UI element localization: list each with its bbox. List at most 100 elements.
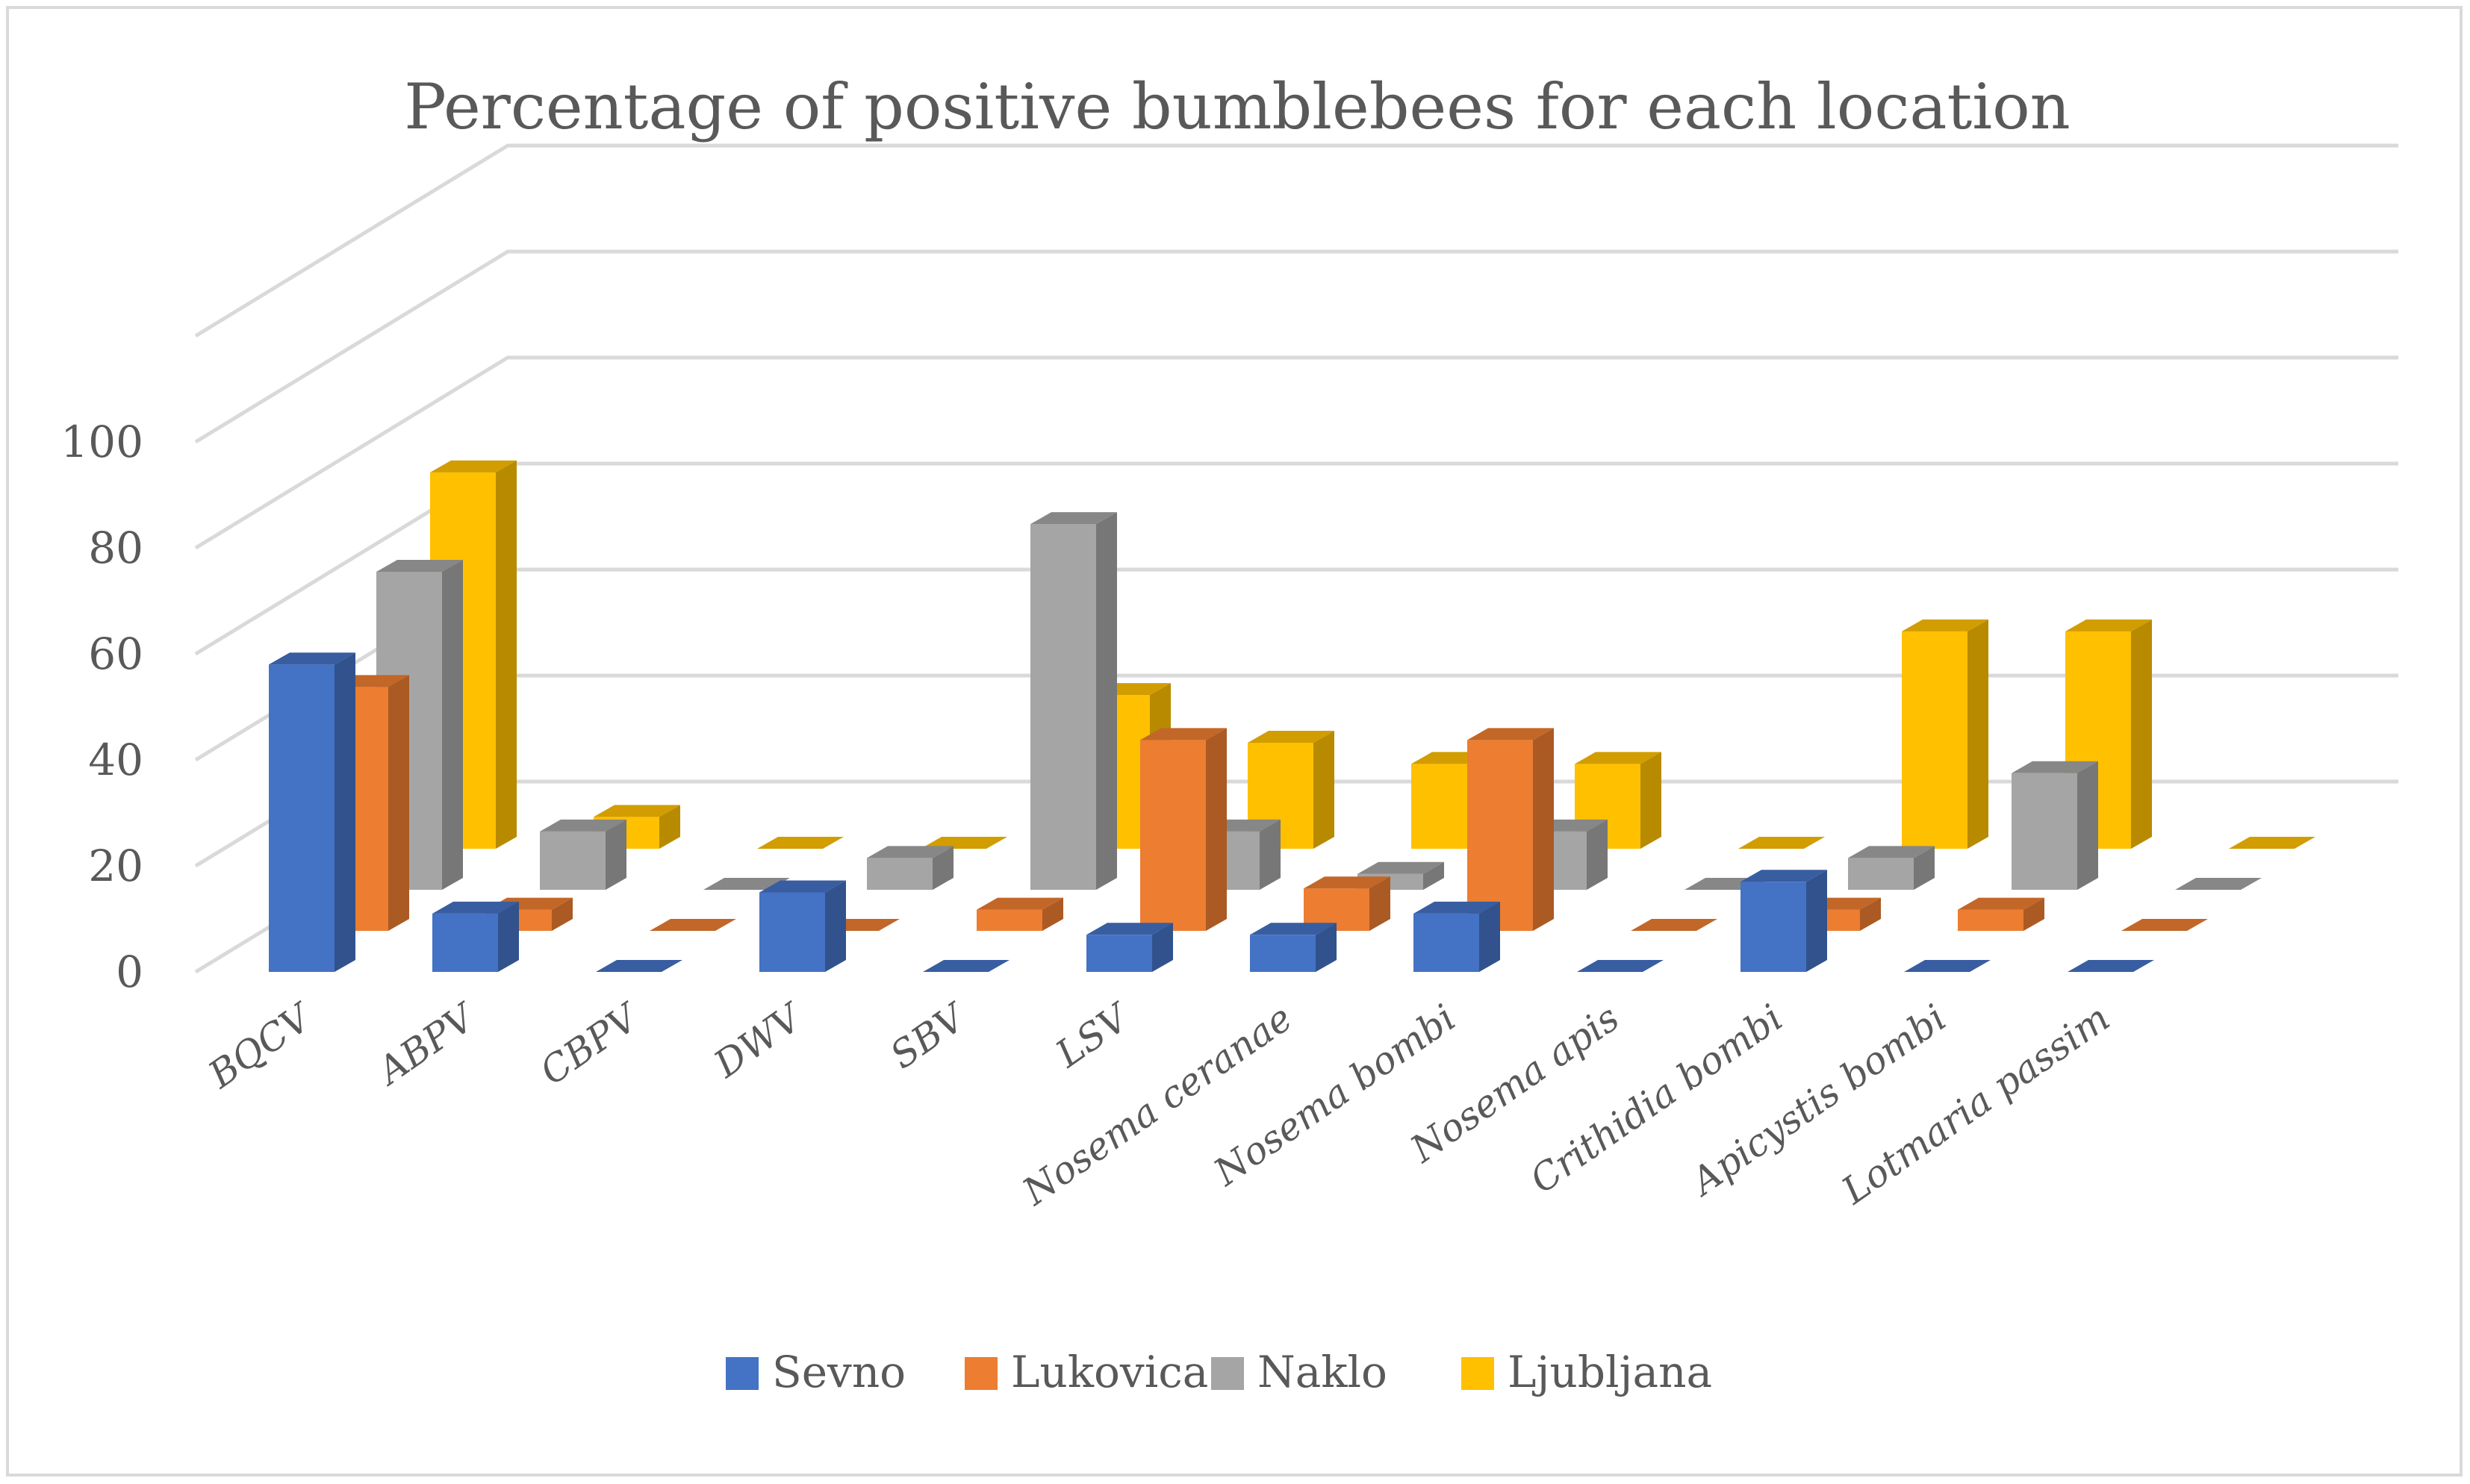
bar-side <box>1967 619 1988 849</box>
bar-front <box>1958 909 2023 931</box>
gridline-60 <box>194 461 2398 656</box>
bar-top <box>923 960 1010 972</box>
bar-sevno-7 <box>1413 901 1500 972</box>
bar-sevno-3 <box>759 880 846 972</box>
bar-front <box>1467 740 1533 931</box>
y-tick-label: 80 <box>88 523 143 573</box>
bar-top <box>2121 919 2208 931</box>
legend: Sevno Lukovica Naklo Ljubljana <box>726 1347 1712 1397</box>
bar-side <box>2077 761 2098 890</box>
legend-item-ljubljana: Ljubljana <box>1461 1347 1712 1397</box>
bar-front <box>1902 631 1967 849</box>
bar-top <box>1086 923 1173 935</box>
bar-sevno-6 <box>1250 923 1337 972</box>
y-tick-label: 100 <box>60 417 143 467</box>
bar-top <box>1958 897 2044 910</box>
bar-side <box>1860 897 1881 931</box>
bar-top <box>759 880 846 893</box>
bar-ljubljana-2 <box>757 837 844 849</box>
bar-top <box>1413 901 1500 914</box>
y-tick-label: 20 <box>88 841 143 891</box>
bar-top <box>1467 728 1554 741</box>
bar-top <box>1740 870 1827 882</box>
bar-top <box>757 837 844 849</box>
y-axis-ticks: 0 20 40 60 80 100 <box>60 417 143 997</box>
legend-swatch <box>726 1357 759 1390</box>
bar-side <box>1206 728 1227 931</box>
bar-top <box>1304 876 1390 889</box>
bar-naklo-4 <box>1030 512 1117 890</box>
bar-top <box>2229 837 2315 849</box>
x-tick-label: SBV <box>883 994 976 1078</box>
bar-sevno-0 <box>269 652 355 972</box>
bar-lukovica-11 <box>2121 919 2208 932</box>
bar-top <box>1357 861 1444 874</box>
bar-front <box>1413 913 1479 972</box>
bar-front <box>1250 935 1316 972</box>
bar-sevno-10 <box>1904 960 1991 973</box>
bar-side <box>496 460 517 849</box>
bar-side <box>659 805 680 849</box>
bar-top <box>1575 752 1661 764</box>
legend-label: Sevno <box>772 1347 906 1397</box>
bar-side <box>1423 861 1444 890</box>
bar-top <box>2175 878 2262 890</box>
bar-side <box>1914 846 1935 890</box>
x-tick-label: CBPV <box>532 994 649 1094</box>
bar-sevno-5 <box>1086 923 1173 972</box>
bar-side <box>442 560 463 890</box>
bar-side <box>1096 512 1117 890</box>
legend-swatch <box>1461 1357 1494 1390</box>
bar-sevno-2 <box>596 960 682 973</box>
legend-label: Ljubljana <box>1508 1347 1712 1397</box>
bar-top <box>867 846 954 858</box>
bar-layer <box>269 460 2315 973</box>
bar-side <box>606 819 626 890</box>
bar-lukovica-6 <box>1304 876 1390 931</box>
bar-top <box>650 919 736 931</box>
bar-naklo-3 <box>867 846 954 890</box>
legend-item-sevno: Sevno <box>726 1347 906 1397</box>
bar-front <box>269 664 335 972</box>
bar-front <box>540 831 606 890</box>
bar-front <box>759 892 825 972</box>
x-tick-label: LSV <box>1048 994 1139 1076</box>
bar-ljubljana-9 <box>1902 619 1988 849</box>
bar-top <box>1248 731 1334 743</box>
bar-side <box>335 652 355 972</box>
bar-side <box>1042 897 1063 931</box>
bar-side <box>2131 619 2152 849</box>
bar-lukovica-8 <box>1631 919 1717 932</box>
bar-lukovica-4 <box>977 897 1063 931</box>
x-tick-label: BQCV <box>200 994 322 1097</box>
legend-swatch <box>1211 1357 1244 1390</box>
bar-side <box>1316 923 1337 972</box>
bar-top <box>269 652 355 665</box>
bar-top <box>977 897 1063 910</box>
bar-side <box>1369 876 1390 931</box>
x-tick-label: DWV <box>706 994 812 1087</box>
bar-naklo-11 <box>2175 878 2262 891</box>
bar-top <box>1030 512 1117 525</box>
bar-top <box>1250 923 1337 935</box>
bar-top <box>594 805 680 817</box>
chart-title: Percentage of positive bumblebees for ea… <box>404 70 2071 143</box>
bar-side <box>1640 752 1661 849</box>
legend-swatch <box>965 1357 998 1390</box>
bar-top <box>596 960 682 972</box>
legend-item-naklo: Naklo <box>1211 1347 1387 1397</box>
bar-sevno-8 <box>1577 960 1664 973</box>
bar-lukovica-10 <box>1958 897 2044 931</box>
bar-sevno-9 <box>1740 870 1827 972</box>
bar-top <box>1902 619 1988 632</box>
bar-top <box>703 878 790 890</box>
bar-naklo-10 <box>2012 761 2098 890</box>
bar-sevno-11 <box>2068 960 2154 973</box>
bar-lukovica-7 <box>1467 728 1554 931</box>
bar-side <box>2023 897 2044 931</box>
bar-side <box>1313 731 1334 849</box>
bar-sevno-1 <box>432 901 519 972</box>
chart-frame: Percentage of positive bumblebees for ea… <box>6 6 2463 1477</box>
legend-label: Lukovica <box>1011 1347 1208 1397</box>
